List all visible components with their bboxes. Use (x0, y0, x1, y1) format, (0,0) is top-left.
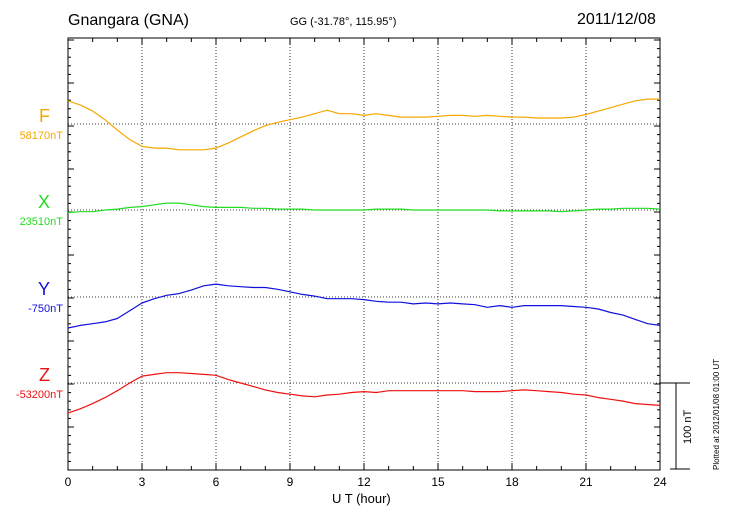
x-tick-label: 0 (64, 475, 72, 489)
component-baseline-y: -750nT (28, 303, 63, 315)
x-tick-label: 15 (431, 475, 445, 489)
component-letter-x: X (37, 192, 50, 212)
component-baseline-f: 58170nT (19, 130, 63, 142)
station-coordinates: GG (-31.78°, 115.95°) (290, 16, 397, 28)
x-tick-label: 24 (653, 475, 667, 489)
x-tick-label: 21 (579, 475, 593, 489)
x-tick-label: 3 (138, 475, 146, 489)
series-line-z (67, 372, 661, 414)
component-letter-y: Y (37, 279, 50, 299)
x-axis-label: U T (hour) (332, 491, 391, 506)
series-line-x (67, 202, 661, 214)
plotted-timestamp: Plotted at 2012/01/08 01:00 UT (712, 358, 721, 470)
component-baseline-z: -53200nT (15, 389, 63, 401)
component-letter-f: F (39, 106, 50, 126)
scale-bar-label: 100 nT (682, 409, 694, 444)
series-line-y (67, 283, 661, 329)
plot-date: 2011/12/08 (577, 11, 656, 28)
component-baseline-x: 23510nT (19, 216, 63, 228)
x-tick-label: 6 (212, 475, 220, 489)
component-letter-z: Z (39, 365, 50, 385)
station-title: Gnangara (GNA) (68, 12, 189, 29)
x-tick-label: 9 (286, 475, 294, 489)
x-tick-label: 18 (505, 475, 519, 489)
series-line-f (67, 98, 660, 151)
x-tick-label: 12 (357, 475, 371, 489)
